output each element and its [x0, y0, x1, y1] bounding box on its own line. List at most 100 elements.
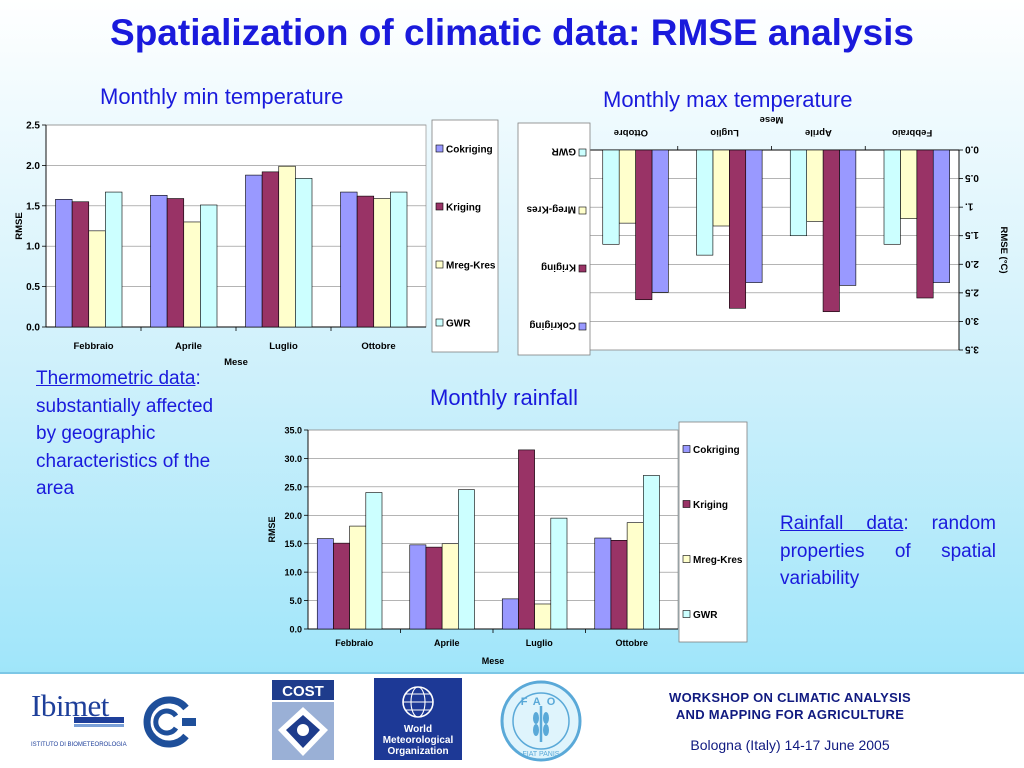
x-category-label: Ottobre	[616, 638, 649, 648]
bar-mreg-kres-luglio	[534, 603, 552, 630]
legend-swatch-gwr	[435, 318, 444, 327]
legend-label-kriging: Kriging	[446, 203, 481, 214]
rainfall-note: Rainfall data: random properties of spat…	[780, 510, 996, 593]
max-temperature-chart-svg: 0.0 0.5 1. 1.5 2.0 2.5 3.0 3.5 Febbraio Aprile Lug…	[517, 114, 1009, 356]
legend-label-mreg-kres: Mreg-Kres	[693, 555, 743, 566]
y-axis-title: RMSE (°C)	[998, 226, 1009, 273]
bar-kriging-febbraio	[333, 542, 350, 630]
bar-kriging-luglio	[261, 171, 280, 328]
y-tick-label: 20.0	[284, 511, 302, 521]
x-category-label: Luglio	[526, 638, 553, 648]
x-category-label: Aprile	[175, 341, 202, 352]
x-axis-title: Mese	[482, 656, 505, 666]
bar-mreg-kres-aprile	[441, 543, 459, 630]
y-tick-label: 2.0	[965, 258, 979, 269]
min-temperature-chart: 0.0 0.5 1.0 1.5 2.0 2.5 Febbraio Aprile Luglio Ot…	[0, 112, 510, 374]
legend-swatch-kriging	[435, 202, 444, 211]
ibimet-logo: Ibimet ISTITUTO DI BIOMETEOROLOGIA	[28, 684, 128, 750]
x-category-label: Febbraio	[892, 127, 932, 138]
chart-caption-max-temperature: Monthly max temperature	[603, 87, 853, 112]
ibimet-logo-graphic: Ibimet ISTITUTO DI BIOMETEOROLOGIA	[31, 688, 127, 748]
bar-kriging-aprile	[822, 149, 840, 313]
bar-mreg-kres-febbraio	[88, 230, 106, 328]
chart-caption-min-temperature: Monthly min temperature	[100, 84, 344, 109]
y-tick-label: 15.0	[284, 539, 302, 549]
thermometric-note-heading: Thermometric data	[36, 368, 196, 389]
bar-cokriging-aprile	[409, 544, 427, 630]
bar-gwr-ottobre	[602, 149, 620, 245]
bar-cokriging-febbraio	[55, 199, 73, 328]
rainfall-note-heading: Rainfall data	[780, 513, 904, 534]
rainfall-chart: 0.0 5.0 10.0 15.0 20.0 25.0 30.0 35.0 Febbraio Ap…	[262, 418, 762, 670]
legend-swatch-cokriging	[578, 322, 587, 331]
legend-swatch-gwr	[578, 148, 587, 157]
legend-swatch-mreg-kres	[578, 206, 587, 215]
legend-swatch-gwr	[682, 610, 691, 618]
legend-label-gwr: GWR	[446, 319, 471, 330]
fao-logo-wordmark: FAO	[521, 696, 562, 708]
fao-logo: FAO FIAT PANIS	[500, 680, 582, 762]
bar-gwr-febbraio	[105, 191, 123, 328]
page-title: Spatialization of climatic data: RMSE an…	[110, 12, 914, 53]
bar-gwr-ottobre	[643, 475, 660, 630]
y-tick-label: 0.0	[289, 625, 302, 635]
x-category-label: Aprile	[434, 638, 460, 648]
legend-label-gwr: GWR	[551, 146, 576, 157]
thermometric-note-text: : substantially affected by geographic c…	[36, 368, 214, 499]
bar-cokriging-ottobre	[651, 149, 669, 293]
legend-swatch-kriging	[578, 264, 587, 273]
bar-cokriging-febbraio	[932, 149, 950, 283]
bar-mreg-kres-febbraio	[349, 525, 367, 630]
legend-label-cokriging: Cokriging	[529, 320, 576, 331]
bar-gwr-febbraio	[365, 492, 383, 630]
footer-divider	[0, 672, 1024, 674]
legend-label-kriging: Kriging	[541, 262, 576, 273]
legend-label-mreg-kres: Mreg-Kres	[446, 261, 496, 272]
x-category-label: Febbraio	[335, 638, 374, 648]
bar-mreg-kres-ottobre	[618, 149, 636, 224]
thermometric-note: Thermometric data: substantially affecte…	[36, 365, 224, 503]
wmo-logo-graphic: World Meteorological Organization	[374, 678, 462, 760]
y-axis-title: RMSE	[267, 516, 277, 542]
bar-kriging-ottobre	[356, 195, 375, 328]
legend-box	[678, 421, 748, 643]
fao-logo-motto: FIAT PANIS	[523, 751, 560, 758]
x-axis-title: Mese	[760, 114, 784, 125]
bar-mreg-kres-ottobre	[373, 198, 391, 328]
y-tick-label: 30.0	[284, 454, 302, 464]
bar-gwr-febbraio	[883, 149, 901, 245]
bar-kriging-febbraio	[916, 149, 934, 299]
rainfall-note-text: : random properties of spatial variabili…	[780, 513, 997, 589]
x-category-label: Luglio	[710, 127, 739, 138]
bar-gwr-luglio	[295, 178, 313, 328]
fao-logo-graphic: FAO FIAT PANIS	[500, 680, 582, 762]
legend-swatch-mreg-kres	[435, 260, 444, 269]
x-axis-title: Mese	[224, 357, 248, 368]
wmo-logo-line2: Meteorological	[383, 735, 454, 746]
y-tick-label: 5.0	[289, 596, 302, 606]
bar-kriging-aprile	[166, 198, 185, 328]
y-tick-label: 3.0	[965, 315, 979, 326]
bar-kriging-aprile	[425, 546, 443, 630]
x-category-label: Ottobre	[614, 127, 648, 138]
y-tick-label: 0.0	[26, 323, 40, 334]
legend-box	[517, 122, 591, 356]
legend-swatch-mreg-kres	[682, 555, 691, 563]
cost-logo-graphic: COST	[272, 680, 334, 760]
legend-label-kriging: Kriging	[693, 500, 728, 511]
y-tick-label: 35.0	[284, 426, 302, 436]
bar-mreg-kres-luglio	[712, 149, 730, 227]
bar-gwr-luglio	[550, 517, 568, 630]
x-category-label: Ottobre	[361, 341, 395, 352]
bar-cokriging-luglio	[245, 174, 263, 328]
bar-cokriging-febbraio	[316, 538, 334, 630]
chart-caption-rainfall: Monthly rainfall	[430, 385, 578, 410]
y-tick-label: 1.	[965, 201, 974, 212]
ibimet-logo-subtitle: ISTITUTO DI BIOMETEOROLOGIA	[31, 742, 127, 748]
cnr-logo	[134, 696, 200, 748]
bar-mreg-kres-aprile	[806, 149, 824, 222]
bar-gwr-luglio	[696, 149, 714, 256]
bar-cokriging-luglio	[745, 149, 763, 283]
workshop-title: WORKSHOP ON CLIMATIC ANALYSIS AND MAPPIN…	[612, 689, 968, 723]
legend-label-cokriging: Cokriging	[446, 145, 493, 156]
